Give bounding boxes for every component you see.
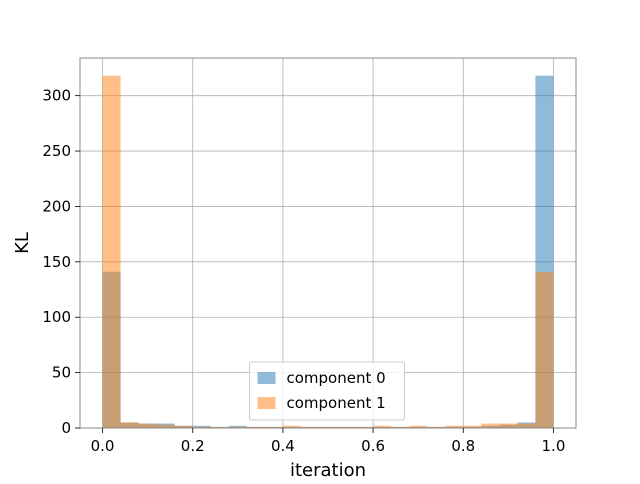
- legend-label-component-1: component 1: [287, 394, 386, 412]
- bar-component-1: [373, 425, 392, 428]
- x-axis-label: iteration: [290, 460, 366, 480]
- bar-component-1: [427, 426, 446, 428]
- x-tick-label: 1.0: [542, 437, 566, 455]
- bar-component-1: [264, 426, 283, 428]
- bar-component-1: [156, 424, 175, 428]
- legend: component 0 component 1: [249, 361, 405, 421]
- legend-swatch-component-0: [257, 372, 276, 384]
- y-tick-label: 0: [61, 419, 71, 437]
- bar-component-1: [174, 425, 193, 428]
- bar-component-1: [409, 425, 428, 428]
- bar-component-1: [463, 425, 482, 428]
- bar-component-1: [228, 426, 247, 428]
- bar-component-1: [102, 75, 121, 428]
- y-tick-label: 100: [42, 308, 71, 326]
- plot-frame: [79, 57, 577, 429]
- y-tick-label: 50: [52, 364, 71, 382]
- x-tick-label: 0.8: [451, 437, 475, 455]
- ticks: 0.0 0.2 0.4 0.6 0.8 1.0 0 50 100 150 200 250 300: [42, 87, 565, 455]
- bar-component-1: [210, 426, 229, 428]
- bars: [102, 75, 554, 428]
- bar-component-1: [355, 426, 374, 428]
- bar-component-1: [318, 426, 338, 428]
- bar-component-1: [481, 423, 500, 428]
- bar-component-1: [138, 423, 157, 428]
- y-axis-label: KL: [12, 232, 33, 254]
- bar-component-1: [517, 423, 536, 428]
- bar-component-1: [300, 426, 319, 428]
- bar-component-1: [337, 426, 356, 428]
- x-tick-label: 0.2: [181, 437, 205, 455]
- y-tick-label: 150: [42, 253, 71, 271]
- x-tick-label: 0.0: [91, 437, 115, 455]
- y-tick-label: 200: [42, 197, 71, 215]
- y-tick-label: 250: [42, 142, 71, 160]
- bar-component-1: [246, 426, 265, 428]
- bar-component-1: [535, 271, 554, 428]
- bar-component-1: [282, 425, 301, 428]
- bar-component-1: [120, 422, 139, 428]
- legend-swatch-component-1: [257, 397, 276, 409]
- legend-box: [249, 361, 405, 421]
- bar-component-1: [192, 426, 211, 428]
- bar-component-1: [499, 423, 518, 428]
- x-tick-label: 0.6: [361, 437, 385, 455]
- bar-component-1: [391, 426, 410, 428]
- legend-label-component-0: component 0: [287, 369, 386, 387]
- y-tick-label: 300: [42, 87, 71, 105]
- x-tick-label: 0.4: [271, 437, 295, 455]
- bar-component-1: [445, 425, 464, 428]
